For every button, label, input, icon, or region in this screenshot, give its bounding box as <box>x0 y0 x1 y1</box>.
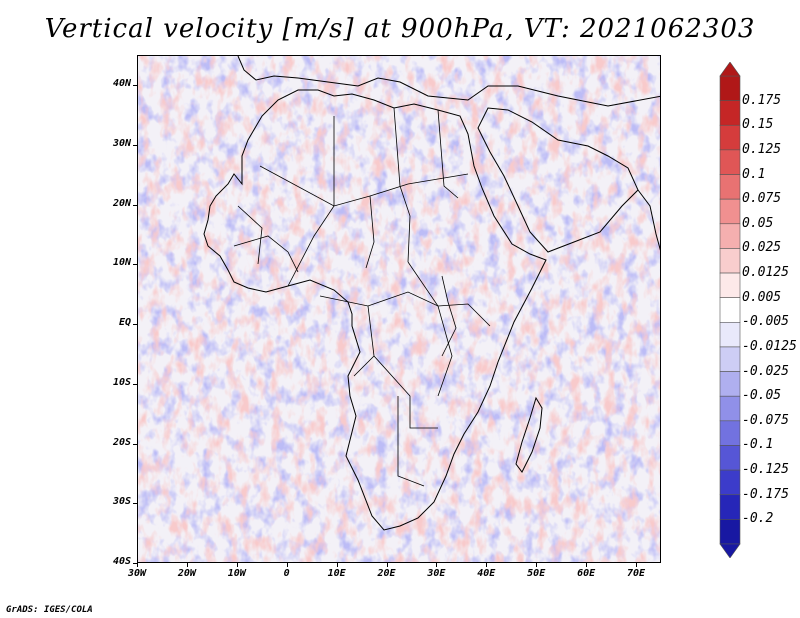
lat-tick-mark <box>133 324 137 325</box>
lat-tick-mark <box>133 204 137 206</box>
colorbar-tick-label: -0.125 <box>742 462 789 478</box>
colorbar-swatch <box>719 124 741 151</box>
colorbar-tick-label: -0.05 <box>742 388 782 404</box>
colorbar-swatch <box>719 346 741 372</box>
arabia-coastline <box>477 107 639 253</box>
colorbar-tick-label: 0.025 <box>742 240 782 256</box>
colorbar-swatch <box>719 75 741 101</box>
lon-tick-label: 0 <box>283 568 290 579</box>
lon-tick-mark <box>586 563 588 567</box>
lon-tick-label: 10W <box>227 568 246 579</box>
lat-tick-mark <box>133 503 137 505</box>
colorbar-tick-label: -0.1 <box>742 437 774 453</box>
lat-tick-label: 20N <box>112 197 131 209</box>
lon-tick-mark <box>486 563 488 567</box>
colorbar-tick-label: 0.05 <box>742 215 774 231</box>
colorbar-swatch <box>719 322 741 348</box>
lon-tick-mark <box>636 563 637 567</box>
colorbar-tick-label: 0.1 <box>742 166 766 182</box>
india-coastline <box>637 189 660 251</box>
map-panel <box>137 55 661 563</box>
colorbar-upper-arrow <box>719 62 741 77</box>
lon-tick-mark <box>236 563 238 567</box>
lat-tick-mark <box>133 563 137 564</box>
africa-coastline <box>203 89 547 531</box>
lat-tick-mark <box>133 383 137 385</box>
colorbar-swatch <box>719 174 741 200</box>
lat-tick-label: 40S <box>112 556 131 567</box>
colorbar-tick-label: -0.0125 <box>742 338 797 354</box>
lon-tick-label: 20W <box>177 568 196 579</box>
lon-tick-label: 60E <box>577 568 596 579</box>
colorbar-swatch <box>719 445 741 471</box>
lon-tick-mark <box>286 563 288 567</box>
colorbar-swatch <box>719 469 741 496</box>
lon-tick-mark <box>336 563 338 567</box>
lon-tick-mark <box>436 563 438 567</box>
colorbar-swatch <box>719 149 741 175</box>
colorbar-swatch <box>719 198 741 225</box>
colorbar-tick-label: -0.2 <box>742 511 774 527</box>
lat-tick-label: 30S <box>112 496 131 508</box>
lat-tick-label: 20S <box>112 436 131 448</box>
lon-tick-mark <box>386 563 388 567</box>
colorbar <box>719 62 741 558</box>
lat-tick-mark <box>133 264 137 266</box>
lon-tick-label: 40E <box>477 568 496 579</box>
lon-tick-label: 20E <box>377 568 396 579</box>
eurasia-coastline <box>237 56 660 107</box>
colorbar-tick-label: 0.125 <box>742 141 782 157</box>
lat-tick-label: 30N <box>112 137 131 149</box>
colorbar-tick-label: -0.005 <box>742 314 789 330</box>
lon-tick-mark <box>536 563 538 567</box>
colorbar-tick-label: 0.0125 <box>742 265 789 281</box>
colorbar-tick-label: 0.005 <box>742 289 782 305</box>
colorbar-lower-arrow <box>719 543 741 558</box>
colorbar-tick-label: 0.075 <box>742 191 782 207</box>
lon-tick-label: 70E <box>626 568 646 579</box>
lat-tick-mark <box>133 144 137 146</box>
colorbar-swatch <box>719 371 741 397</box>
colorbar-swatch <box>719 248 741 274</box>
field-texture <box>138 56 660 562</box>
colorbar-swatch <box>719 297 741 323</box>
lon-tick-label: 10E <box>327 568 346 579</box>
lat-tick-label: 10S <box>112 376 131 388</box>
colorbar-swatch <box>719 420 741 446</box>
vertical-velocity-field-map <box>138 56 660 562</box>
colorbar-tick-label: 0.175 <box>742 92 782 108</box>
colorbar-swatch <box>719 494 741 520</box>
lat-tick-mark <box>133 85 137 86</box>
lon-tick-mark <box>137 563 138 567</box>
colorbar-swatch <box>719 395 741 422</box>
lon-tick-label: 30E <box>427 568 446 579</box>
colorbar-swatch <box>719 519 741 545</box>
lon-tick-label: 50E <box>527 568 546 579</box>
colorbar-swatch <box>719 100 741 126</box>
lat-tick-label: EQ <box>118 317 131 328</box>
plot-title: Vertical velocity [m/s] at 900hPa, VT: 2… <box>44 14 756 44</box>
lat-tick-label: 10N <box>112 257 131 269</box>
colorbar-swatch <box>719 223 741 249</box>
colorbar-swatch <box>719 272 741 298</box>
colorbar-tick-label: -0.175 <box>742 486 789 502</box>
colorbar-tick-label: -0.075 <box>742 412 789 428</box>
lon-tick-mark <box>186 563 188 567</box>
colorbar-tick-label: 0.15 <box>742 117 774 133</box>
country-borders <box>233 107 491 487</box>
lat-tick-label: 40N <box>112 78 131 89</box>
madagascar-coastline <box>515 396 543 473</box>
lon-tick-label: 30W <box>127 568 147 579</box>
lat-tick-mark <box>133 443 137 445</box>
grads-credit: GrADS: IGES/COLA <box>6 605 93 615</box>
colorbar-tick-label: -0.025 <box>742 363 789 379</box>
